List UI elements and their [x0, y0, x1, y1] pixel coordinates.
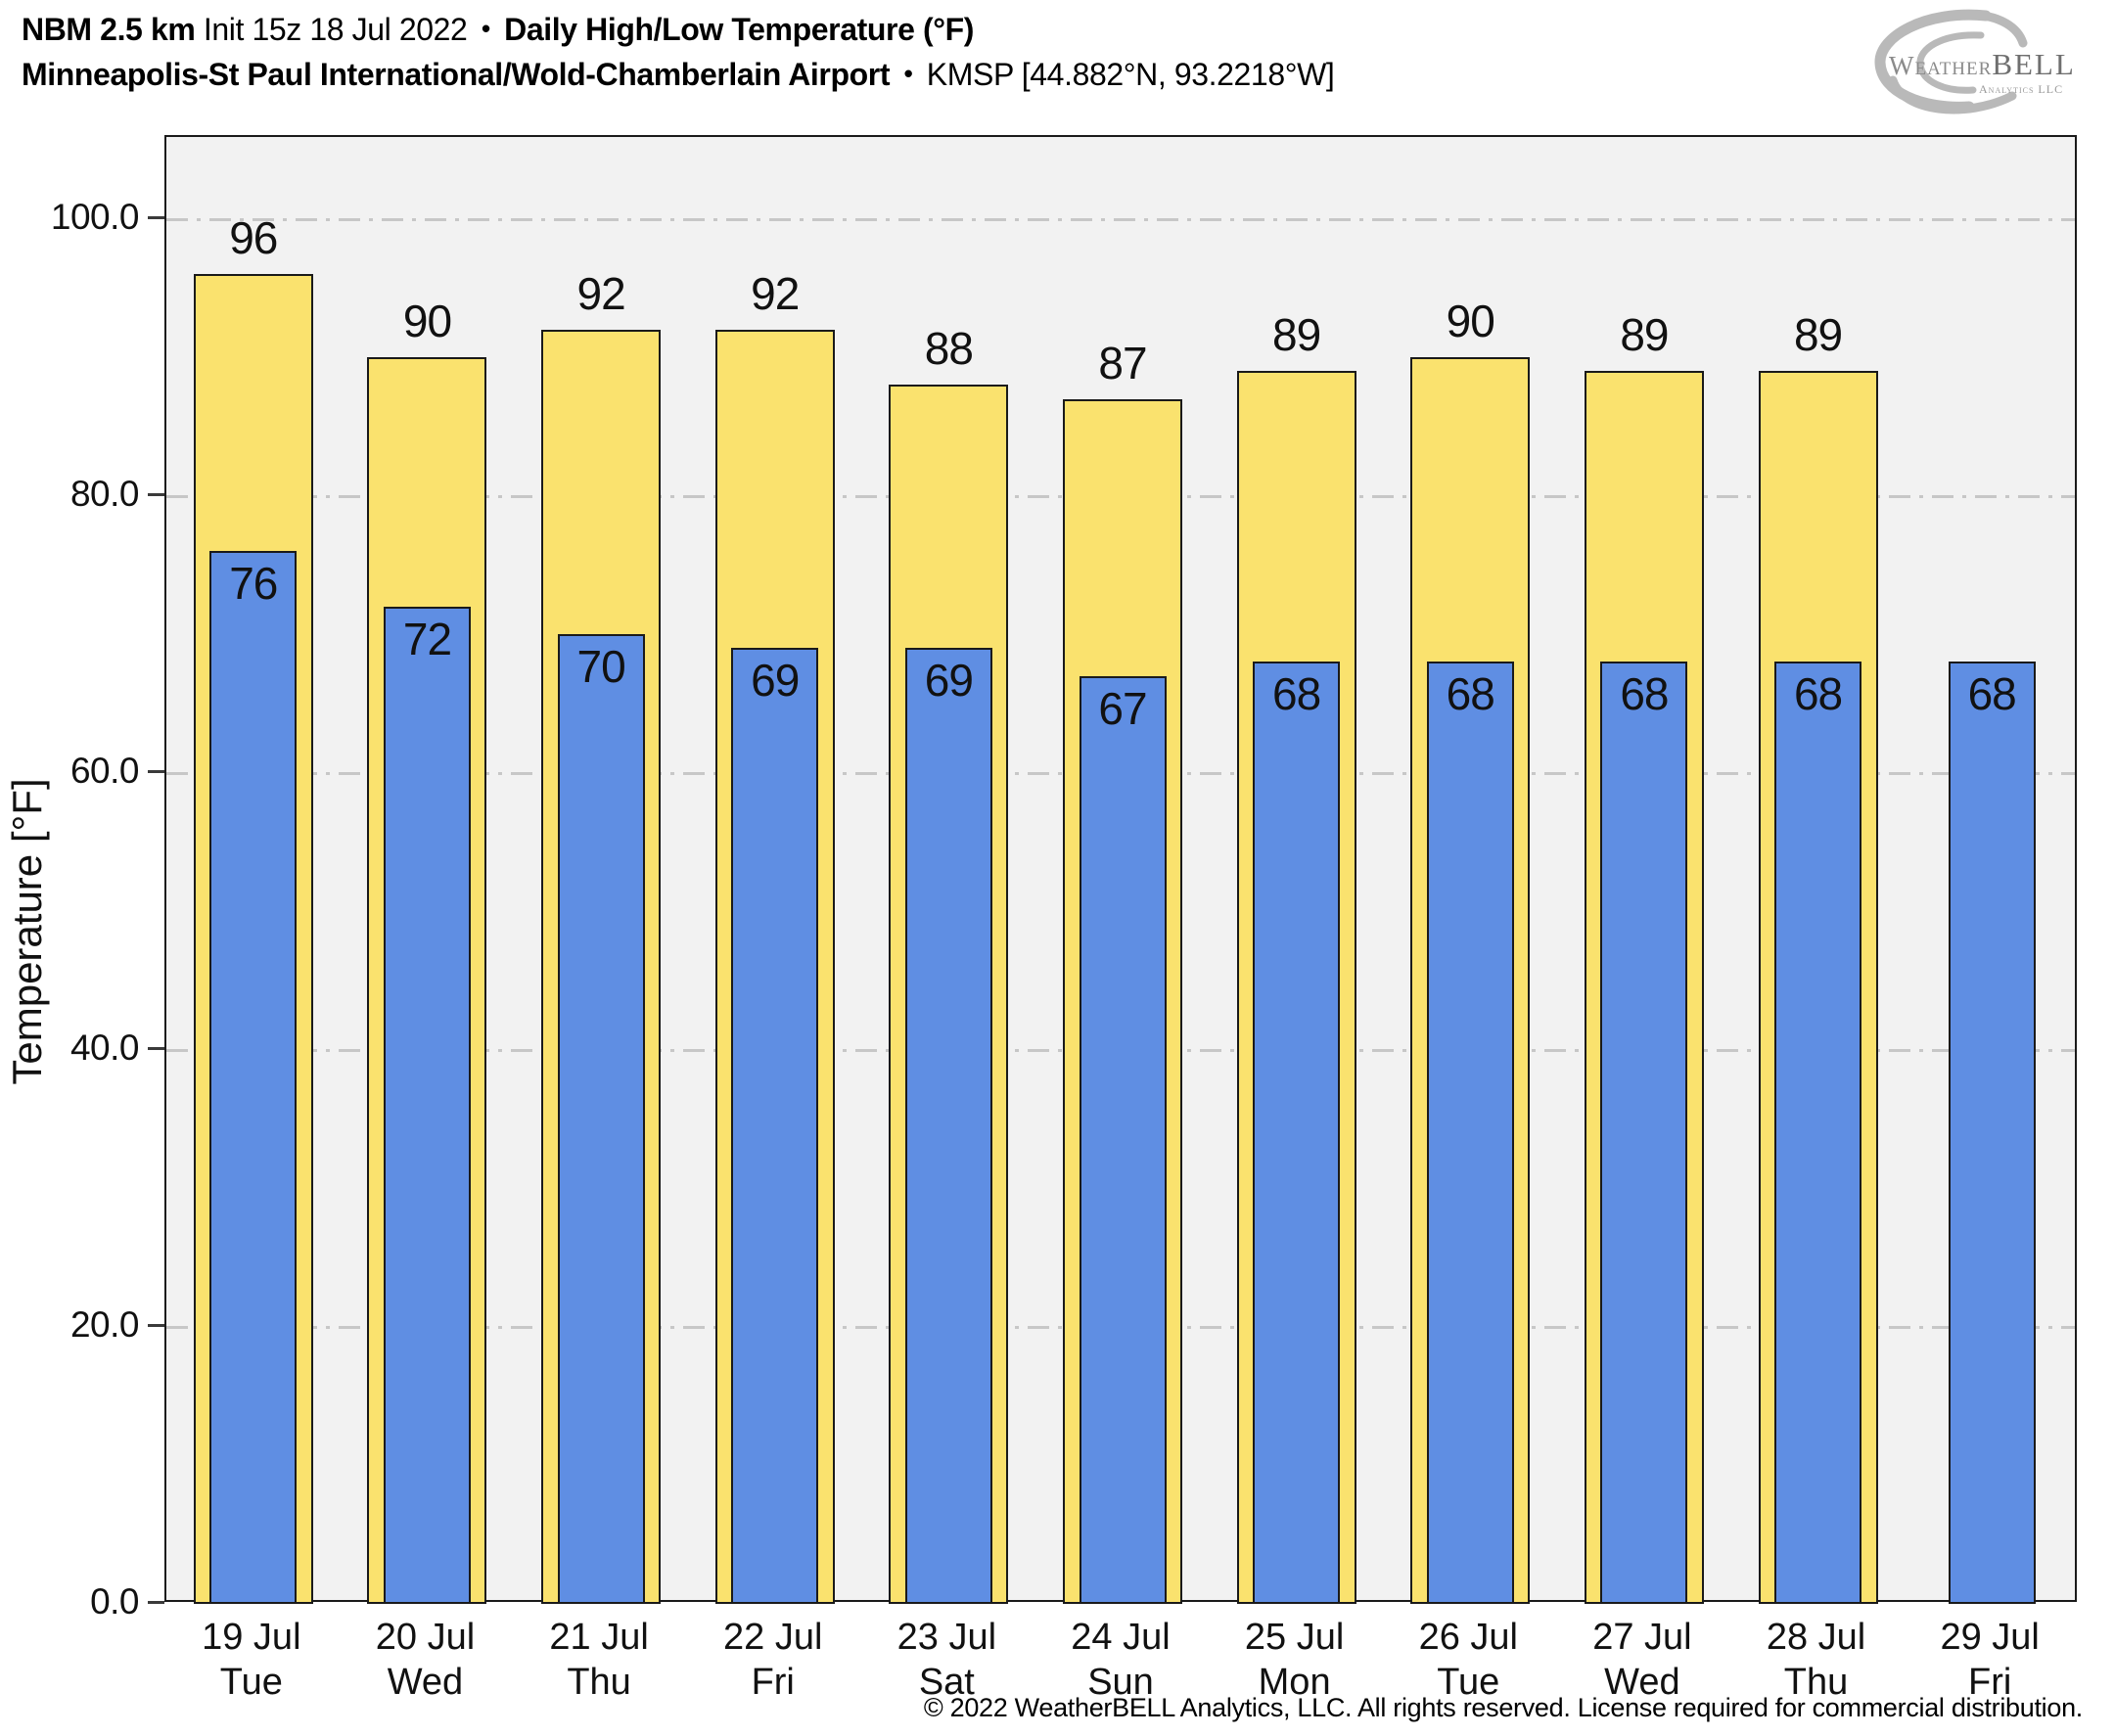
x-tick-day: Tue	[219, 1662, 283, 1703]
y-tick-mark	[148, 215, 164, 219]
x-tick-label: 23 Jul Sat	[849, 1615, 1044, 1705]
logo-weather-text: Weather	[1889, 51, 1993, 80]
low-value-label: 69	[924, 655, 974, 707]
high-value-label: 87	[1098, 337, 1147, 388]
y-tick-mark	[148, 492, 164, 496]
x-tick-label: 26 Jul Tue	[1370, 1615, 1566, 1705]
chart-subtitle: Minneapolis-St Paul International/Wold-C…	[22, 57, 1335, 93]
high-value-label: 90	[402, 296, 452, 347]
y-tick-mark	[148, 1601, 164, 1604]
x-tick-label: 28 Jul Thu	[1719, 1615, 1914, 1705]
x-tick-day: Thu	[1783, 1662, 1849, 1703]
station-coordinates: KMSP [44.882°N, 93.2218°W]	[926, 57, 1335, 92]
y-tick-mark	[148, 1323, 164, 1327]
high-value-label: 90	[1446, 296, 1495, 347]
high-value-label: 89	[1272, 309, 1321, 361]
low-bar	[904, 648, 992, 1604]
low-bar	[1426, 662, 1514, 1604]
high-value-label: 88	[924, 323, 974, 375]
y-tick-mark	[148, 769, 164, 773]
logo-bell-text: BELL	[1992, 47, 2076, 81]
low-value-label: 68	[1446, 668, 1495, 720]
low-bar	[1079, 675, 1167, 1604]
low-value-label: 72	[402, 613, 452, 664]
high-value-label: 92	[751, 267, 800, 319]
low-value-label: 68	[1620, 668, 1669, 720]
y-tick-mark	[148, 1046, 164, 1050]
low-value-label: 70	[576, 641, 625, 693]
low-bar	[557, 634, 645, 1604]
x-tick-label: 20 Jul Wed	[327, 1615, 523, 1705]
bullet-separator: •	[903, 59, 913, 88]
x-tick-day: Wed	[1604, 1662, 1680, 1703]
model-name: NBM 2.5 km	[22, 12, 196, 47]
y-tick-label: 100.0	[50, 196, 140, 237]
y-tick-label: 20.0	[69, 1303, 140, 1345]
high-value-label: 92	[576, 267, 625, 319]
low-bar	[1600, 662, 1688, 1604]
x-tick-label: 25 Jul Mon	[1197, 1615, 1393, 1705]
copyright-text: © 2022 WeatherBELL Analytics, LLC. All r…	[923, 1693, 2083, 1722]
x-tick-date: 19 Jul	[202, 1617, 301, 1658]
plot-area: 96 76 90 72 92 70 92 69 88 69 87 67 89 68 90 68 89 68 89 68…	[164, 135, 2077, 1604]
y-axis-title: Temperature [°F]	[4, 778, 50, 1085]
init-time: Init 15z 18 Jul 2022	[203, 12, 468, 47]
high-value-label: 89	[1793, 309, 1843, 361]
chart-title: NBM 2.5 km Init 15z 18 Jul 2022 • Daily …	[22, 12, 974, 48]
x-tick-label: 21 Jul Thu	[501, 1615, 697, 1705]
low-bar	[731, 648, 819, 1604]
x-tick-day: Mon	[1258, 1662, 1331, 1703]
y-tick-label: 80.0	[69, 473, 140, 514]
x-tick-date: 23 Jul	[896, 1617, 997, 1658]
low-bar	[1253, 662, 1341, 1604]
x-tick-day: Sun	[1087, 1662, 1154, 1703]
x-tick-day: Thu	[567, 1662, 631, 1703]
x-tick-date: 25 Jul	[1244, 1617, 1345, 1658]
high-value-label: 96	[229, 212, 278, 264]
x-tick-day: Fri	[1968, 1662, 2012, 1703]
x-tick-date: 29 Jul	[1940, 1617, 2040, 1658]
x-tick-date: 27 Jul	[1592, 1617, 1692, 1658]
low-value-label: 67	[1098, 682, 1147, 734]
bullet-separator: •	[481, 14, 490, 43]
x-tick-date: 22 Jul	[723, 1617, 823, 1658]
low-bar	[383, 606, 471, 1604]
x-tick-date: 21 Jul	[549, 1617, 649, 1658]
product-name: Daily High/Low Temperature (°F)	[504, 12, 975, 47]
y-tick-label: 60.0	[69, 750, 140, 791]
x-tick-date: 20 Jul	[375, 1617, 476, 1658]
y-tick-label: 40.0	[69, 1027, 140, 1068]
x-tick-date: 26 Jul	[1418, 1617, 1518, 1658]
x-tick-day: Tue	[1437, 1662, 1500, 1703]
y-tick-label: 0.0	[90, 1581, 139, 1622]
x-tick-date: 24 Jul	[1071, 1617, 1171, 1658]
x-tick-date: 28 Jul	[1766, 1617, 1866, 1658]
logo-analytics-text: Analytics LLC	[1979, 82, 2064, 96]
x-tick-label: 22 Jul Fri	[675, 1615, 871, 1705]
grid-line	[166, 217, 2075, 221]
x-tick-day: Fri	[751, 1662, 795, 1703]
x-tick-day: Wed	[387, 1662, 464, 1703]
x-tick-label: 24 Jul Sun	[1023, 1615, 1218, 1705]
station-name: Minneapolis-St Paul International/Wold-C…	[22, 57, 891, 92]
low-value-label: 68	[1967, 668, 2017, 720]
low-value-label: 68	[1793, 668, 1843, 720]
x-tick-label: 29 Jul Fri	[1892, 1615, 2088, 1705]
x-tick-label: 19 Jul Tue	[154, 1615, 349, 1705]
high-value-label: 89	[1620, 309, 1669, 361]
low-bar	[1948, 662, 2036, 1604]
low-value-label: 69	[751, 655, 800, 707]
hurricane-swirl-icon	[1874, 9, 2028, 114]
low-value-label: 68	[1272, 668, 1321, 720]
low-bar	[209, 551, 298, 1604]
weatherbell-logo: WeatherBELL Analytics LLC	[1863, 2, 2108, 117]
low-value-label: 76	[229, 558, 278, 610]
x-tick-day: Sat	[918, 1662, 975, 1703]
low-bar	[1774, 662, 1862, 1604]
x-tick-label: 27 Jul Wed	[1544, 1615, 1740, 1705]
